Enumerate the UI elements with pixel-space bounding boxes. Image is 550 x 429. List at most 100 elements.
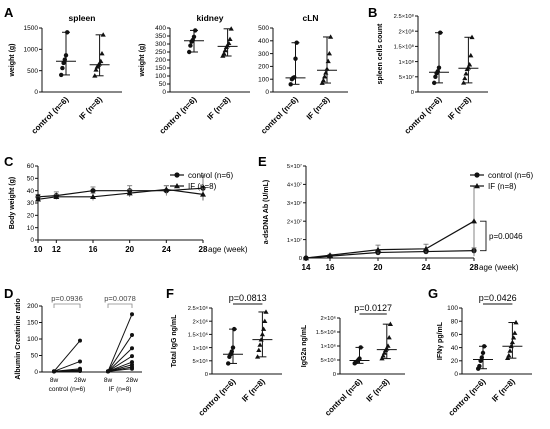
data-point-if (53, 193, 60, 200)
data-point-control (288, 82, 293, 87)
data-point-control (187, 49, 192, 55)
x-category-label: IF (n=8) (490, 377, 517, 404)
y-tick-label: 500 (27, 68, 38, 75)
data-point-control (232, 326, 237, 332)
data-point-control (61, 60, 66, 66)
data-point-if (327, 252, 333, 258)
data-point-if (462, 75, 468, 81)
data-point-control (90, 188, 96, 194)
chart-title: kidney (197, 13, 224, 23)
data-point-control (480, 350, 486, 356)
data-point-if (507, 348, 513, 353)
data-point-if (467, 62, 473, 67)
data-point-if (90, 193, 96, 200)
y-tick-label: 1.5×10⁸ (394, 44, 415, 51)
data-point-if (423, 245, 429, 251)
data-point-if (225, 43, 231, 48)
x-category-label: control (n=6) (447, 377, 488, 418)
data-point-if (320, 77, 326, 83)
y-tick-label: 150 (27, 320, 38, 327)
data-point-if (163, 186, 170, 192)
y-tick-label: 100 (155, 73, 166, 80)
data-point-if (505, 355, 511, 360)
x-category-label: 28w (126, 377, 138, 384)
y-axis-label: IFNγ pg/mL (437, 321, 444, 360)
data-point-if (324, 66, 330, 71)
data-point-28w (130, 312, 134, 317)
data-point-if (328, 34, 334, 39)
x-category-label: 8w (104, 377, 113, 384)
y-tick-label: 1000 (24, 47, 39, 54)
y-tick-label: 5×10⁵ (193, 358, 209, 365)
paired-line (107, 314, 133, 372)
data-point-28w (130, 346, 134, 351)
data-point-if (469, 34, 475, 40)
y-axis-label: Total IgG ng/mL (171, 314, 178, 367)
x-category-label: IF (n=8) (305, 95, 332, 122)
data-point-if (220, 53, 226, 58)
data-point-if (513, 319, 519, 325)
data-point-if (263, 309, 269, 314)
x-category-label: 8w (50, 377, 59, 384)
data-point-if (200, 191, 206, 197)
data-point-if (381, 350, 387, 355)
x-category-label: control (n=6) (323, 377, 364, 418)
data-point-if (99, 51, 105, 56)
data-point-control (230, 345, 236, 350)
y-tick-label: 300 (155, 41, 166, 48)
y-tick-label: 250 (155, 49, 166, 56)
data-point-if (255, 354, 261, 359)
paired-line (107, 334, 133, 372)
x-category-label: IF (n=8) (446, 95, 473, 122)
data-point-28w (130, 333, 134, 338)
panel-F-IgG2a: 0 5×10⁵ 1×10⁶ 1.5×10⁶ 2×10⁶ IgG2a ng/mL contro… (301, 303, 405, 418)
x-category-label: control (n=6) (30, 95, 71, 136)
x-tick-label: 24 (422, 263, 431, 272)
data-point-if (226, 40, 232, 45)
y-tick-label: 0 (205, 372, 208, 378)
data-point-if (461, 80, 467, 85)
y-tick-label: 0 (333, 372, 336, 378)
data-point-control (188, 43, 193, 48)
data-point-control (433, 74, 438, 80)
y-tick-label: 60 (27, 163, 35, 170)
data-point-if (380, 353, 386, 358)
y-tick-label: 400 (155, 25, 166, 32)
x-category-label: control (n=6) (403, 95, 444, 136)
y-tick-label: 0 (34, 89, 38, 96)
p-value: p=0.0426 (479, 293, 517, 303)
y-tick-label: 2.5×10⁸ (394, 13, 415, 20)
data-point-control (226, 361, 231, 366)
data-point-if (385, 343, 391, 348)
data-point-if (384, 346, 390, 351)
paired-line (107, 355, 133, 372)
data-point-control (438, 30, 443, 35)
y-tick-label: 20 (451, 358, 459, 365)
data-point-if (100, 32, 106, 37)
y-tick-label: 0 (299, 256, 302, 262)
y-tick-label: 200 (155, 57, 166, 64)
y-tick-label: 20 (27, 213, 35, 220)
y-tick-label: 100 (447, 305, 458, 312)
x-category-label: 28w (74, 377, 86, 384)
x-tick-label: 28 (199, 245, 208, 254)
data-point-if (506, 352, 512, 358)
y-tick-label: 2×10⁶ (193, 318, 209, 325)
data-point-if (93, 67, 99, 72)
data-point-control (191, 34, 197, 39)
series-line-control (37, 187, 204, 198)
paired-line (107, 347, 133, 372)
y-tick-label: 5×10⁵ (321, 357, 337, 364)
paired-line (53, 360, 81, 372)
panel-label-f: F (166, 286, 174, 301)
x-axis-label: age (week) (479, 263, 519, 272)
y-tick-label: 2.5×10⁶ (188, 305, 209, 312)
y-tick-label: 100 (258, 76, 269, 83)
y-tick-label: 1.5×10⁶ (316, 329, 337, 336)
y-axis-label: IgG2a ng/mL (301, 324, 308, 367)
x-tick-label: 16 (326, 263, 335, 272)
y-tick-label: 2×10⁶ (321, 315, 337, 322)
y-tick-label: 4×10⁷ (287, 182, 302, 189)
